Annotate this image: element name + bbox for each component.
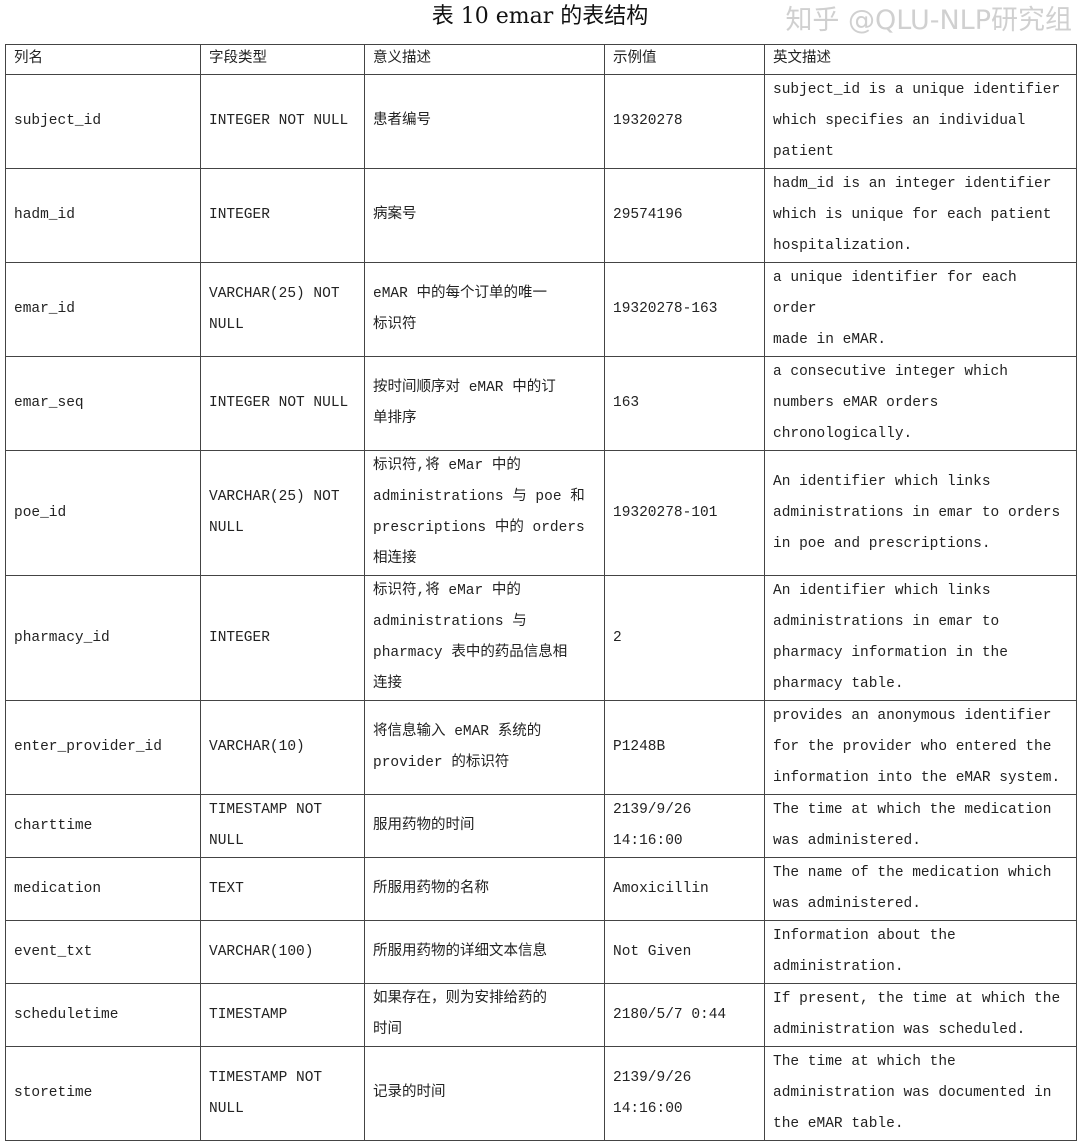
cell-field-type: INTEGER NOT NULL [200, 74, 365, 169]
cell-meaning: 所服用药物的名称 [364, 857, 605, 921]
cell-field-type: VARCHAR(25) NOT NULL [200, 450, 365, 576]
table-row: subject_id INTEGER NOT NULL 患者编号 19320278 su… [5, 74, 1077, 169]
table-row: scheduletime TIMESTAMP 如果存在，则为安排给药的 时间 2180… [5, 983, 1077, 1047]
cell-example-value: 19320278-163 [604, 262, 765, 357]
cell-example-value: 163 [604, 356, 765, 451]
table-row: hadm_id INTEGER 病案号 29574196 hadm_id is an i… [5, 168, 1077, 263]
cell-field-type: VARCHAR(100) [200, 920, 365, 984]
cell-column-name: medication [5, 857, 201, 921]
table-row: emar_id VARCHAR(25) NOT NULL eMAR 中的每个订单的唯… [5, 262, 1077, 357]
cell-meaning: eMAR 中的每个订单的唯一 标识符 [364, 262, 605, 357]
header-column-name: 列名 [5, 44, 201, 75]
cell-english-description: An identifier which links administration… [764, 575, 1077, 701]
cell-meaning: 标识符,将 eMar 中的 administrations 与 pharmacy… [364, 575, 605, 701]
cell-field-type: VARCHAR(25) NOT NULL [200, 262, 365, 357]
header-example-value: 示例值 [604, 44, 765, 75]
cell-field-type: TEXT [200, 857, 365, 921]
cell-meaning: 如果存在，则为安排给药的 时间 [364, 983, 605, 1047]
table-title: 表 10 emar 的表结构 [431, 4, 649, 29]
cell-english-description: The time at which the medication was adm… [764, 794, 1077, 858]
table-row: poe_id VARCHAR(25) NOT NULL 标识符,将 eMar 中的 … [5, 450, 1077, 576]
cell-column-name: emar_id [5, 262, 201, 357]
cell-english-description: The name of the medication which was adm… [764, 857, 1077, 921]
cell-column-name: storetime [5, 1046, 201, 1141]
cell-column-name: poe_id [5, 450, 201, 576]
cell-english-description: Information about the administration. [764, 920, 1077, 984]
cell-english-description: provides an anonymous identifier for the… [764, 700, 1077, 795]
cell-example-value: 2180/5/7 0:44 [604, 983, 765, 1047]
cell-column-name: pharmacy_id [5, 575, 201, 701]
cell-field-type: INTEGER [200, 168, 365, 263]
cell-example-value: 2139/9/26 14:16:00 [604, 1046, 765, 1141]
cell-column-name: scheduletime [5, 983, 201, 1047]
cell-field-type: VARCHAR(10) [200, 700, 365, 795]
cell-meaning: 病案号 [364, 168, 605, 263]
cell-english-description: subject_id is a unique identifier which … [764, 74, 1077, 169]
header-english-description: 英文描述 [764, 44, 1077, 75]
cell-field-type: INTEGER NOT NULL [200, 356, 365, 451]
cell-example-value: 2139/9/26 14:16:00 [604, 794, 765, 858]
table-row: enter_provider_id VARCHAR(10) 将信息输入 eMAR 系… [5, 700, 1077, 795]
cell-example-value: 29574196 [604, 168, 765, 263]
cell-english-description: If present, the time at which the admini… [764, 983, 1077, 1047]
header-row: 列名 字段类型 意义描述 示例值 英文描述 [5, 44, 1077, 75]
table-row: event_txt VARCHAR(100) 所服用药物的详细文本信息 Not Giv… [5, 920, 1077, 984]
table-row: storetime TIMESTAMP NOT NULL 记录的时间 2139/9/2… [5, 1046, 1077, 1141]
cell-meaning: 服用药物的时间 [364, 794, 605, 858]
cell-field-type: INTEGER [200, 575, 365, 701]
cell-meaning: 患者编号 [364, 74, 605, 169]
table-row: charttime TIMESTAMP NOT NULL 服用药物的时间 2139/9… [5, 794, 1077, 858]
cell-example-value: 2 [604, 575, 765, 701]
emar-structure-table: 列名 字段类型 意义描述 示例值 英文描述 subject_id INTEGER NOT N… [5, 44, 1077, 1141]
table-row: emar_seq INTEGER NOT NULL 按时间顺序对 eMAR 中的订 … [5, 356, 1077, 451]
cell-example-value: Not Given [604, 920, 765, 984]
cell-column-name: emar_seq [5, 356, 201, 451]
cell-column-name: event_txt [5, 920, 201, 984]
cell-example-value: Amoxicillin [604, 857, 765, 921]
cell-example-value: P1248B [604, 700, 765, 795]
cell-column-name: hadm_id [5, 168, 201, 263]
cell-meaning: 标识符,将 eMar 中的 administrations 与 poe 和 pr… [364, 450, 605, 576]
cell-column-name: charttime [5, 794, 201, 858]
cell-english-description: An identifier which links administration… [764, 450, 1077, 576]
cell-column-name: enter_provider_id [5, 700, 201, 795]
cell-column-name: subject_id [5, 74, 201, 169]
table-row: medication TEXT 所服用药物的名称 Amoxicillin The nam… [5, 857, 1077, 921]
cell-english-description: hadm_id is an integer identifier which i… [764, 168, 1077, 263]
cell-english-description: a unique identifier for each order made … [764, 262, 1077, 357]
header-field-type: 字段类型 [200, 44, 365, 75]
cell-example-value: 19320278-101 [604, 450, 765, 576]
cell-meaning: 按时间顺序对 eMAR 中的订 单排序 [364, 356, 605, 451]
table-row: pharmacy_id INTEGER 标识符,将 eMar 中的 administ… [5, 575, 1077, 701]
cell-meaning: 将信息输入 eMAR 系统的 provider 的标识符 [364, 700, 605, 795]
cell-meaning: 记录的时间 [364, 1046, 605, 1141]
cell-english-description: The time at which the administration was… [764, 1046, 1077, 1141]
cell-example-value: 19320278 [604, 74, 765, 169]
cell-field-type: TIMESTAMP NOT NULL [200, 794, 365, 858]
cell-field-type: TIMESTAMP NOT NULL [200, 1046, 365, 1141]
cell-meaning: 所服用药物的详细文本信息 [364, 920, 605, 984]
header-meaning: 意义描述 [364, 44, 605, 75]
cell-field-type: TIMESTAMP [200, 983, 365, 1047]
cell-english-description: a consecutive integer which numbers eMAR… [764, 356, 1077, 451]
